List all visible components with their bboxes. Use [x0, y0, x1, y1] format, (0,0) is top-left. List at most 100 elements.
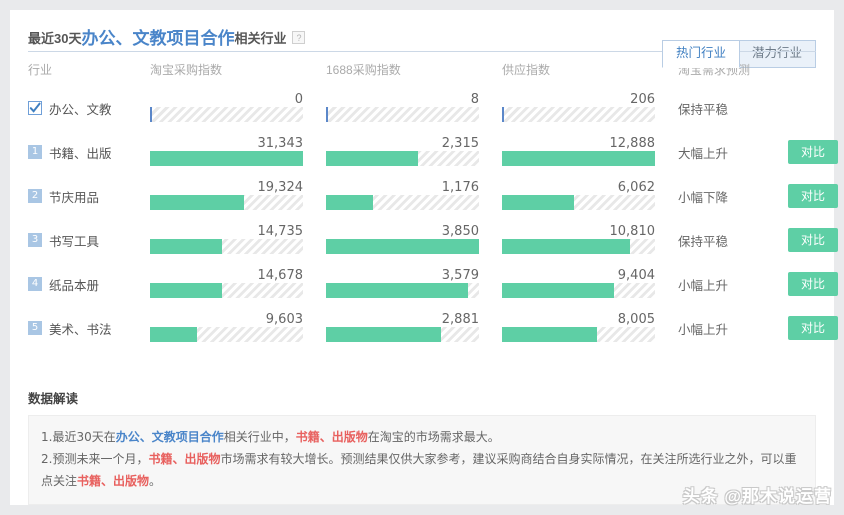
bar-fill [502, 107, 505, 122]
cell-taobao-index: 19,324 [150, 174, 326, 218]
bar-track [326, 195, 479, 210]
cell-forecast: 大幅上升 [678, 130, 788, 174]
cell-supply-index: 9,404 [502, 262, 678, 306]
bar-track [502, 151, 655, 166]
compare-button[interactable]: 对比 [788, 315, 839, 341]
compare-button[interactable]: 对比 [788, 183, 839, 209]
cell-industry-name: 2 节庆用品 [28, 174, 150, 218]
cell-compare-action: 对比 [788, 174, 844, 218]
industry-label: 美术、书法 [49, 322, 112, 337]
cell-supply-index: 206 [502, 86, 678, 130]
cell-compare-action [788, 86, 844, 130]
industry-label: 纸品本册 [49, 278, 100, 293]
bar-track [326, 327, 479, 342]
table-row[interactable]: 3 书写工具 14,735 3,850 10,810 保持平稳 对比 [10, 218, 839, 262]
forecast-label: 小幅上升 [678, 322, 729, 337]
bar-fill [150, 151, 303, 166]
cell-compare-action: 对比 [788, 262, 844, 306]
rank-badge: 4 [28, 277, 42, 291]
help-icon[interactable]: ? [292, 31, 306, 44]
cell-1688-index: 2,881 [326, 306, 502, 350]
column-header-industry: 行业 [28, 62, 53, 77]
industry-label: 书籍、出版 [49, 146, 112, 161]
bar-track [150, 239, 303, 254]
compare-button[interactable]: 对比 [788, 227, 839, 253]
cell-supply-index: 12,888 [502, 130, 678, 174]
bar-track [326, 239, 479, 254]
column-header-supply-index: 供应指数 [502, 62, 551, 77]
bar-track [150, 283, 303, 298]
checkbox-checked-icon[interactable] [28, 101, 42, 115]
table-row[interactable]: 4 纸品本册 14,678 3,579 9,404 小幅上升 对比 [10, 262, 839, 306]
cell-taobao-index: 9,603 [150, 306, 326, 350]
interpretation-title: 数据解读 [28, 392, 79, 406]
tab-hot-industries[interactable]: 热门行业 [661, 40, 740, 68]
cell-1688-index: 8 [326, 86, 502, 130]
tab-potential-industries[interactable]: 潜力行业 [738, 40, 816, 68]
bar-fill [326, 283, 469, 298]
bar-fill [326, 151, 418, 166]
bar-fill [326, 239, 479, 254]
cell-forecast: 小幅下降 [678, 174, 788, 218]
cell-industry-name: 办公、文教 [28, 86, 150, 130]
bar-track [502, 239, 655, 254]
forecast-label: 保持平稳 [678, 234, 729, 249]
bar-fill [150, 239, 222, 254]
rank-badge: 2 [28, 189, 42, 203]
bar-value-label: 3,850 [441, 224, 479, 239]
bar-track [326, 283, 479, 298]
industry-table: 行业 淘宝采购指数 1688采购指数 供应指数 淘宝需求预测 办公、文教 0 8 20… [10, 52, 839, 350]
interp2-part3: 。 [149, 474, 162, 489]
bar-value-label: 31,343 [257, 136, 304, 151]
rank-badge: 1 [28, 145, 42, 159]
bar-value-label: 8 [470, 92, 479, 107]
bar-value-label: 14,678 [257, 268, 304, 283]
table-row[interactable]: 2 节庆用品 19,324 1,176 6,062 小幅下降 对比 [10, 174, 839, 218]
tab-bar: 热门行业 潜力行业 [661, 40, 816, 68]
bar-fill [502, 239, 631, 254]
interp1-part1: 1.最近30天在 [41, 430, 116, 444]
interp1-part2: 相关行业中， [223, 430, 296, 444]
bar-track [150, 327, 303, 342]
cell-supply-index: 10,810 [502, 218, 678, 262]
bar-value-label: 8,005 [617, 312, 655, 327]
cell-forecast: 小幅上升 [678, 306, 788, 350]
bar-fill [326, 327, 441, 342]
title-prefix: 最近30天 [28, 31, 82, 46]
table-row[interactable]: 办公、文教 0 8 206 保持平稳 [10, 86, 834, 130]
page-title: 最近30天办公、文教项目合作相关行业? [28, 24, 306, 49]
compare-button[interactable]: 对比 [788, 271, 839, 297]
cell-forecast: 保持平稳 [678, 86, 788, 130]
bar-track [326, 107, 479, 122]
cell-1688-index: 1,176 [326, 174, 502, 218]
interpretation-line-2: 2.预测未来一个月，书籍、出版物市场需求有较大增长。预测结果仅供大家参考，建议采… [41, 448, 803, 492]
title-suffix: 相关行业 [234, 31, 287, 46]
cell-taobao-index: 14,678 [150, 262, 326, 306]
bar-fill [502, 151, 655, 166]
bar-track [150, 151, 303, 166]
interp2-red-term-2: 书籍、出版物 [77, 474, 150, 489]
bar-track [150, 195, 303, 210]
interp2-part1: 2.预测未来一个月， [41, 452, 149, 467]
table-header-row: 行业 淘宝采购指数 1688采购指数 供应指数 淘宝需求预测 [10, 52, 834, 86]
table-row[interactable]: 5 美术、书法 9,603 2,881 8,005 小幅上升 对比 [10, 306, 839, 350]
cell-supply-index: 6,062 [502, 174, 678, 218]
bar-value-label: 1,176 [441, 180, 479, 195]
compare-button[interactable]: 对比 [788, 139, 839, 165]
data-interpretation: 数据解读 1.最近30天在办公、文教项目合作相关行业中，书籍、出版物在淘宝的市场… [28, 388, 816, 505]
interp1-red-term: 书籍、出版物 [295, 430, 368, 444]
bar-value-label: 206 [630, 92, 655, 107]
table-row[interactable]: 1 书籍、出版 31,343 2,315 12,888 大幅上升 对比 [10, 130, 839, 174]
forecast-label: 小幅上升 [678, 278, 729, 293]
interpretation-box: 1.最近30天在办公、文教项目合作相关行业中，书籍、出版物在淘宝的市场需求最大。… [28, 415, 816, 505]
forecast-label: 小幅下降 [678, 190, 729, 205]
interp1-part3: 在淘宝的市场需求最大。 [367, 430, 500, 444]
rank-badge: 3 [28, 233, 42, 247]
interp2-red-term-1: 书籍、出版物 [148, 452, 221, 467]
cell-forecast: 保持平稳 [678, 218, 788, 262]
bar-fill [326, 107, 329, 122]
card-header: 最近30天办公、文教项目合作相关行业? 热门行业 潜力行业 [10, 10, 834, 68]
interp2-part2: 市场需求有较大增长。预测结果仅供大家参考，建议采购商结合自身实际情况，在关注所选… [41, 452, 797, 489]
interp1-blue-term: 办公、文教项目合作 [115, 430, 224, 444]
bar-value-label: 6,062 [617, 180, 655, 195]
